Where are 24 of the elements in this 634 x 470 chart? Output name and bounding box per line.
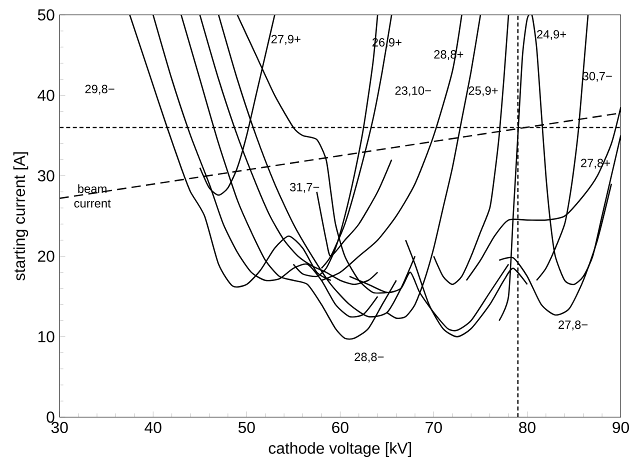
x-tick-label: 90	[612, 422, 629, 434]
y-tick-label: 40	[38, 90, 54, 102]
annotation: 28,8−	[354, 352, 384, 363]
x-tick-label: 50	[238, 422, 255, 434]
y-tick-label: 10	[38, 331, 54, 342]
annotation: 27,8−	[558, 320, 588, 330]
y-tick-label: 50	[38, 9, 54, 21]
annotation: 31,7−	[290, 183, 320, 193]
y-axis-title: starting current [A]	[13, 152, 28, 281]
annotation: 24,9+	[537, 30, 566, 40]
annotation: beam current	[74, 184, 111, 208]
x-tick-label: 80	[519, 422, 536, 434]
annotation: 23,10−	[395, 86, 431, 96]
x-axis-title: cathode voltage [kV]	[268, 442, 412, 458]
y-tick-label: 0	[46, 412, 54, 423]
y-tick-label: 20	[38, 250, 54, 262]
x-tick-label: 40	[144, 422, 162, 434]
annotation: 29,8−	[85, 84, 114, 95]
annotation: 27,9+	[271, 35, 300, 45]
x-tick-label: 70	[426, 422, 442, 434]
x-tick-label: 60	[332, 422, 348, 434]
x-tick-label: 30	[51, 422, 68, 434]
y-tick-label: 30	[38, 170, 54, 182]
annotation: 25,9+	[468, 86, 498, 96]
